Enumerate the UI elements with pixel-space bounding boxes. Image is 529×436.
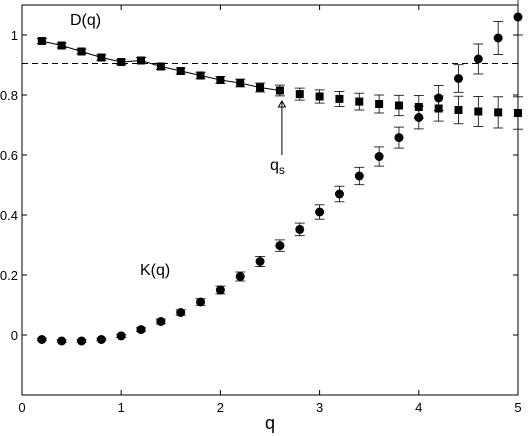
d-data-point	[474, 107, 483, 116]
k-data-point	[374, 152, 384, 161]
k-data-point	[493, 33, 503, 43]
x-tick-label: 4	[415, 400, 422, 415]
qs-label-main: q	[270, 157, 279, 174]
d-data-point	[514, 109, 522, 117]
d-data-point	[335, 94, 344, 103]
k-data-point	[414, 113, 424, 122]
d-data-point	[37, 37, 46, 45]
d-data-point	[236, 79, 245, 87]
x-axis-label: q	[265, 413, 275, 433]
k-data-point	[275, 241, 285, 251]
x-tick-label: 0	[18, 400, 25, 415]
d-data-point	[97, 53, 106, 62]
k-data-point	[453, 74, 463, 83]
d-data-point	[315, 92, 324, 101]
k-data-point	[176, 308, 186, 317]
k-data-point	[334, 189, 344, 199]
qs-label: qs	[270, 157, 285, 177]
d-data-point	[196, 71, 205, 80]
k-data-point	[354, 171, 364, 181]
x-tick-label: 2	[217, 400, 224, 415]
d-data-point	[77, 47, 86, 56]
d-data-point	[375, 100, 384, 108]
k-data-point	[295, 224, 305, 234]
qs-label-sub: s	[279, 163, 285, 177]
k-data-point	[215, 285, 225, 295]
x-tick-label: 1	[118, 400, 125, 415]
d-data-point	[117, 58, 126, 66]
k-data-point	[394, 133, 404, 143]
k-data-point	[96, 335, 106, 344]
k-data-point	[473, 54, 483, 64]
d-data-point	[394, 101, 403, 110]
d-data-point	[454, 106, 463, 114]
plot-frame	[21, 4, 519, 396]
k-data-point	[116, 331, 126, 341]
y-tick-label: 0	[11, 328, 18, 343]
d-data-point	[216, 76, 225, 84]
y-tick-label: 1	[11, 28, 18, 43]
k-data-point	[156, 317, 166, 326]
y-tick-label: 0.8	[0, 88, 18, 103]
k-data-point	[37, 335, 47, 344]
d-data-point	[275, 86, 284, 95]
k-data-point	[77, 336, 87, 346]
x-tick-label: 3	[316, 400, 323, 415]
d-data-point	[156, 62, 165, 71]
d-data-point	[176, 67, 185, 75]
d-data-point	[57, 41, 66, 50]
y-tick-label: 0.6	[0, 148, 18, 163]
d-data-point	[256, 83, 265, 92]
y-tick-label: 0.4	[0, 208, 18, 223]
k-data-point	[235, 272, 245, 281]
d-data-point	[295, 90, 304, 99]
k-data-point	[434, 93, 444, 103]
d-data-point	[137, 56, 146, 65]
k-data-point	[255, 257, 265, 266]
k-data-point	[57, 336, 67, 346]
y-tick-label: 0.2	[0, 268, 18, 283]
x-tick-label: 5	[514, 400, 521, 415]
k-data-point	[315, 207, 325, 217]
k-series-label: K(q)	[140, 262, 170, 279]
d-data-point	[494, 108, 503, 117]
k-data-point	[196, 297, 206, 307]
d-series-label: D(q)	[70, 12, 101, 29]
d-data-point	[355, 97, 364, 106]
qs-arrow-head	[277, 100, 287, 108]
k-data-point	[513, 12, 523, 22]
k-data-point	[136, 325, 146, 335]
